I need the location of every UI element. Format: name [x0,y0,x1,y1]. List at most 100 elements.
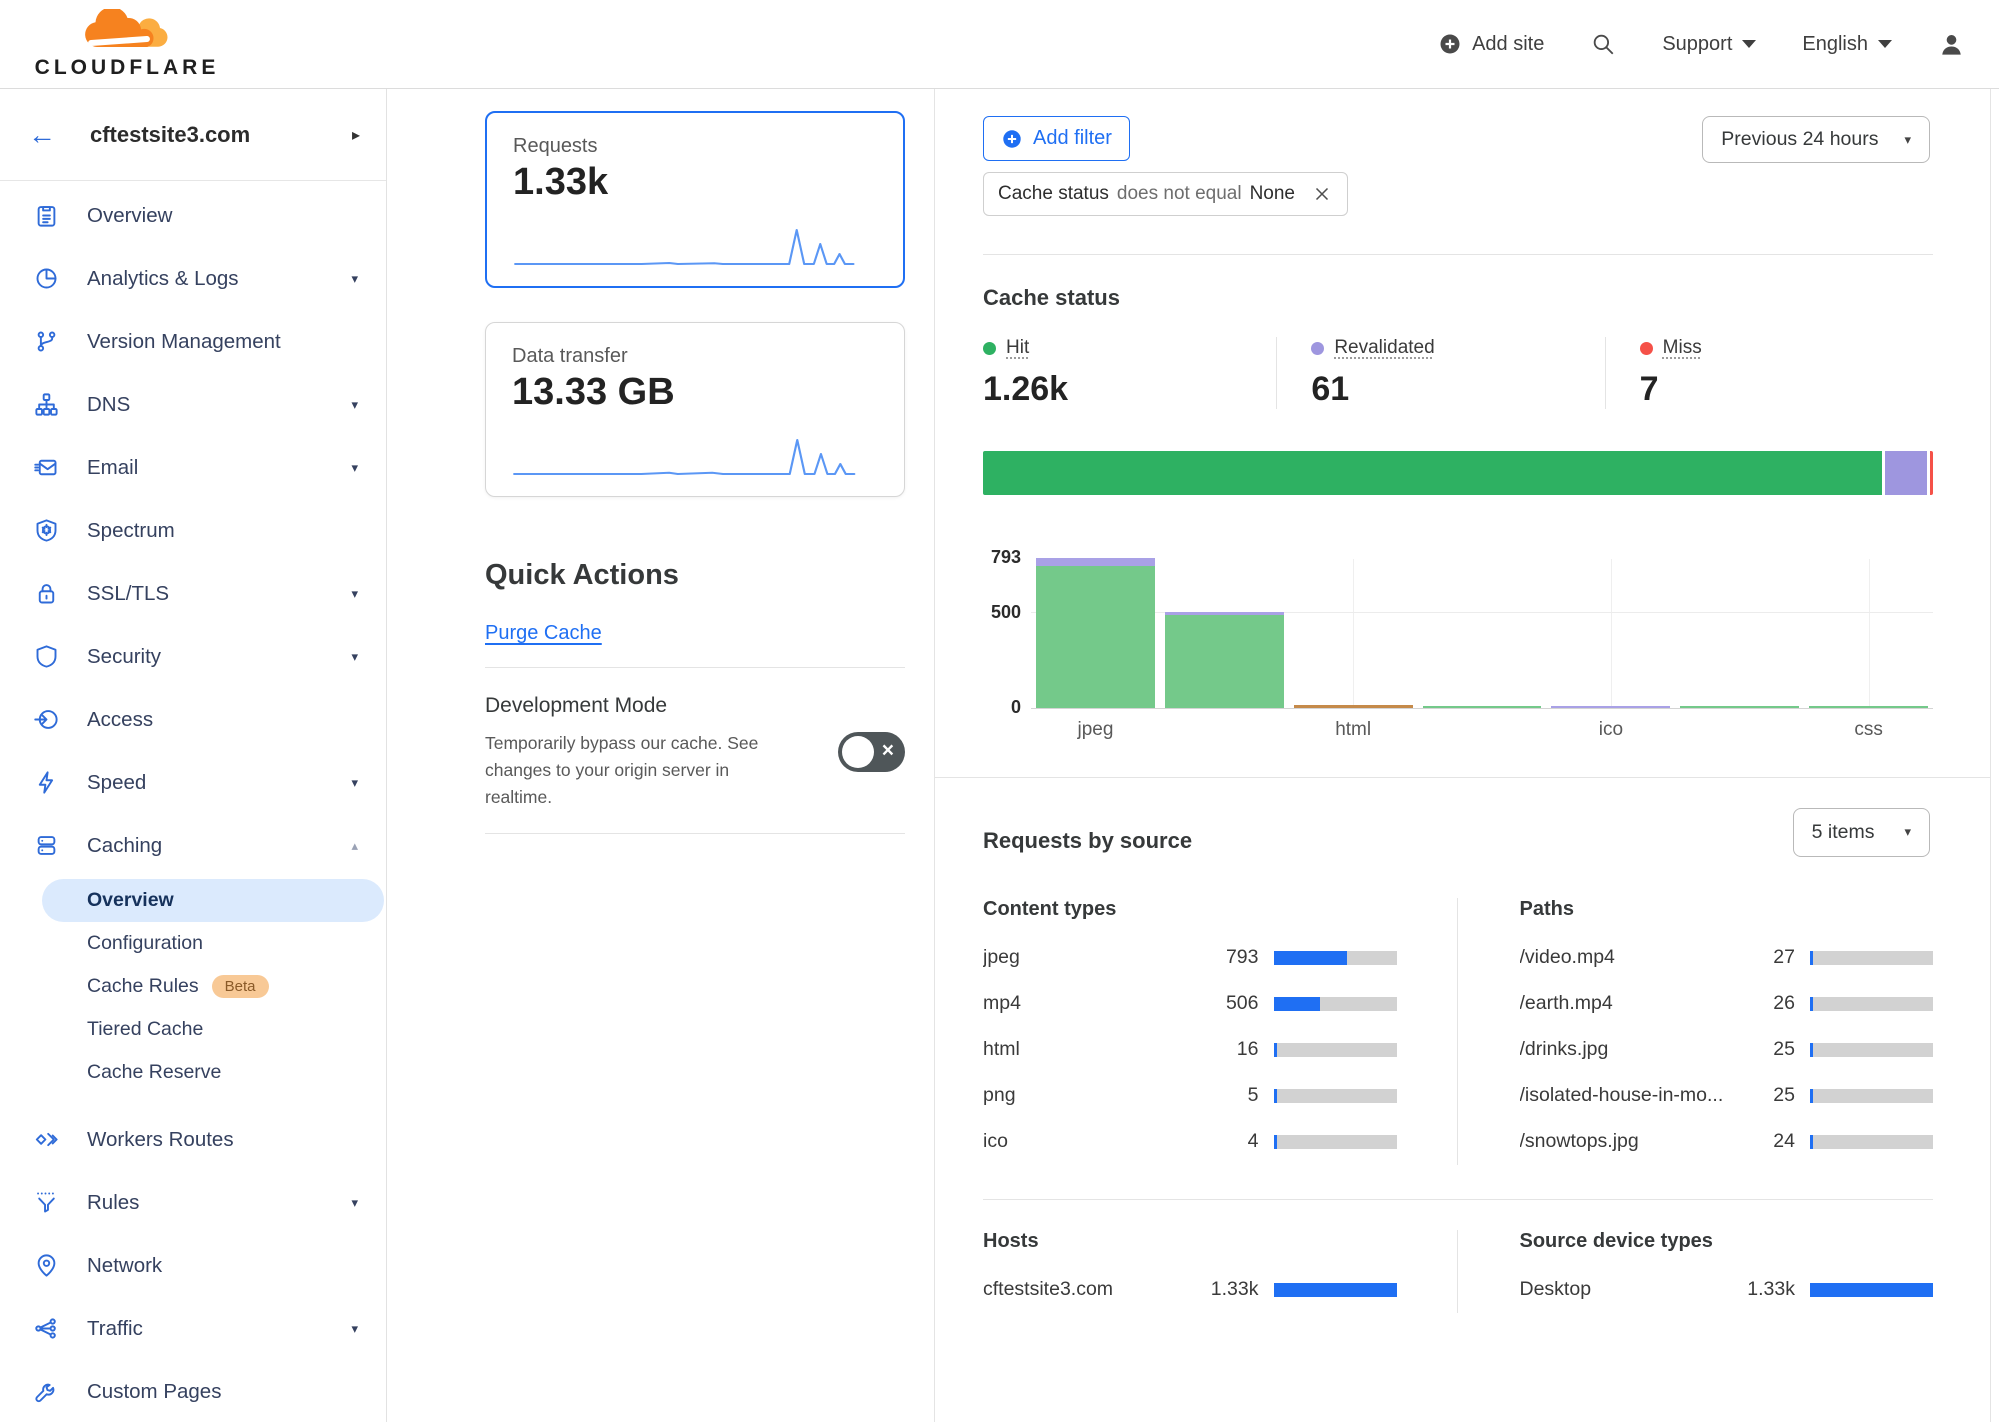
sidebar-item-ssl-tls[interactable]: SSL/TLS ▾ [0,562,386,625]
sidebar-item-analytics-logs[interactable]: Analytics & Logs ▾ [0,247,386,310]
data-transfer-label: Data transfer [512,345,628,367]
sidebar-item-email[interactable]: Email ▾ [0,436,386,499]
data-transfer-value: 13.33 GB [512,371,675,413]
search-button[interactable] [1590,31,1616,57]
sidebar-subitem-tiered-cache[interactable]: Tiered Cache [0,1008,386,1051]
sidebar-item-overview[interactable]: Overview [0,184,386,247]
legend-dot-icon [1639,341,1653,355]
source-row-value: 16 [1236,1038,1259,1060]
middle-column: Requests 1.33k Data transfer 13.33 GB Qu… [387,89,935,1422]
sidebar-item-access[interactable]: Access [0,688,386,751]
sidebar-item-speed[interactable]: Speed ▾ [0,751,386,814]
sidebar-subitem-configuration[interactable]: Configuration [0,922,386,965]
plus-circle-icon [1440,34,1460,54]
sidebar-subitem-overview[interactable]: Overview [42,879,384,922]
language-menu[interactable]: English [1802,33,1892,56]
stat-label-text: Miss [1662,337,1702,358]
source-row-bar [1273,1042,1397,1057]
chevron-down-icon: ▾ [351,774,358,790]
stat-label-text: Hit [1006,337,1030,358]
x-axis-label [1418,719,1547,741]
filter-field: Cache status [998,183,1109,204]
x-axis-label [1675,719,1804,741]
site-switcher-chevron-icon[interactable]: ▸ [351,126,360,144]
sidebar-item-label: Version Management [87,329,281,353]
items-count-label: 5 items [1811,820,1875,843]
sidebar-subitem-label: Cache Reserve [87,1061,222,1083]
source-row-bar [1810,1042,1933,1057]
custom-pages-icon [33,1378,60,1405]
support-label: Support [1662,32,1733,55]
sidebar-item-rules[interactable]: Rules ▾ [0,1171,386,1234]
account-menu[interactable] [1938,31,1965,58]
sidebar-item-caching[interactable]: Caching ▴ [0,814,386,877]
sidebar-item-custom-pages[interactable]: Custom Pages [0,1360,386,1422]
stat-miss: Miss 7 [1604,337,1933,409]
language-label: English [1802,32,1868,55]
content-types-column: Content types jpeg 793 mp4 506 html 16 png 5 ico… [983,898,1457,1165]
workers-routes-icon [33,1126,60,1153]
sidebar-item-network[interactable]: Network [0,1234,386,1297]
stat-label-hit[interactable]: Hit [983,337,1029,359]
items-count-select[interactable]: 5 items ▾ [1792,807,1930,857]
gridline-500 [1031,611,1933,613]
paths-rows: /video.mp4 27/earth.mp4 26/drinks.jpg 25/is… [1519,935,1933,1165]
bar-col-1 [1160,559,1289,708]
sidebar-subitem-cache-rules[interactable]: Cache Rules Beta [0,965,386,1008]
add-filter-label: Add filter [1033,127,1112,149]
x-axis-label [1160,719,1289,741]
remove-filter-icon[interactable] [1311,183,1333,205]
ssl-tls-icon [33,580,60,607]
stat-value: 1.26k [983,369,1069,408]
source-columns: Content types jpeg 793 mp4 506 html 16 png 5 ico… [983,897,1933,1165]
hosts-devices-row: Hosts cftestsite3.com 1.33k Source device… [983,1198,1933,1313]
search-icon [1594,34,1614,55]
development-mode-toggle[interactable]: × [838,732,905,772]
sidebar-item-workers-routes[interactable]: Workers Routes [0,1108,386,1171]
sidebar-subitem-label: Configuration [87,932,203,954]
gridline-vertical [1353,558,1355,708]
sidebar-item-security[interactable]: Security ▾ [0,625,386,688]
back-arrow-icon[interactable]: ← [28,118,56,150]
requests-metric-card[interactable]: Requests 1.33k [485,111,905,288]
chevron-down-icon: ▾ [351,585,358,601]
sidebar-item-label: Security [87,644,162,668]
source-row-png: png 5 [983,1073,1397,1119]
data-transfer-metric-card[interactable]: Data transfer 13.33 GB [485,322,905,497]
time-range-select[interactable]: Previous 24 hours ▾ [1702,116,1930,163]
requests-by-source-title: Requests by source [983,827,1193,853]
add-site-button[interactable]: Add site [1438,32,1544,56]
chevron-down-icon: ▾ [351,396,358,412]
stat-label-miss[interactable]: Miss [1639,337,1702,359]
source-row-label: /earth.mp4 [1519,992,1613,1014]
bar-chart-labels: jpeg html ico css [1031,719,1933,741]
gridline-vertical [1610,558,1612,708]
purge-cache-link[interactable]: Purge Cache [485,622,602,644]
source-row-desktop: Desktop 1.33k [1520,1267,1933,1313]
source-row-snowtops-jpg: /snowtops.jpg 24 [1519,1119,1933,1165]
source-row-label: /snowtops.jpg [1519,1130,1639,1152]
sidebar-item-dns[interactable]: DNS ▾ [0,373,386,436]
source-row-label: jpeg [983,946,1020,968]
requests-by-source-section: Requests by source 5 items ▾ Content typ… [935,778,1990,1313]
bar-segment-hit [1036,565,1155,708]
sidebar-item-label: Network [87,1253,163,1277]
support-menu[interactable]: Support [1662,32,1757,56]
sidebar-subitem-cache-reserve[interactable]: Cache Reserve [0,1051,386,1094]
add-filter-button[interactable]: Add filter [983,116,1130,161]
cloudflare-logo[interactable]: CLOUDFLARE [22,8,232,80]
site-header: ← cftestsite3.com ▸ [0,89,386,181]
x-axis-label: css [1854,718,1883,740]
sidebar-item-traffic[interactable]: Traffic ▾ [0,1297,386,1360]
sidebar-item-version-management[interactable]: Version Management [0,310,386,373]
bar-segment-revalidated [1036,557,1155,566]
stat-label-text: Revalidated [1334,337,1435,358]
source-row-cftestsite3-com: cftestsite3.com 1.33k [983,1267,1397,1313]
development-mode-row: Temporarily bypass our cache. See change… [485,730,905,811]
sidebar-item-spectrum[interactable]: Spectrum [0,499,386,562]
source-row-html: html 16 [983,1027,1397,1073]
source-row-bar [1273,950,1397,965]
stat-label-revalidated[interactable]: Revalidated [1311,337,1435,359]
device-types-column: Source device types Desktop 1.33k [1456,1229,1933,1313]
sidebar-item-label: Analytics & Logs [87,266,239,290]
